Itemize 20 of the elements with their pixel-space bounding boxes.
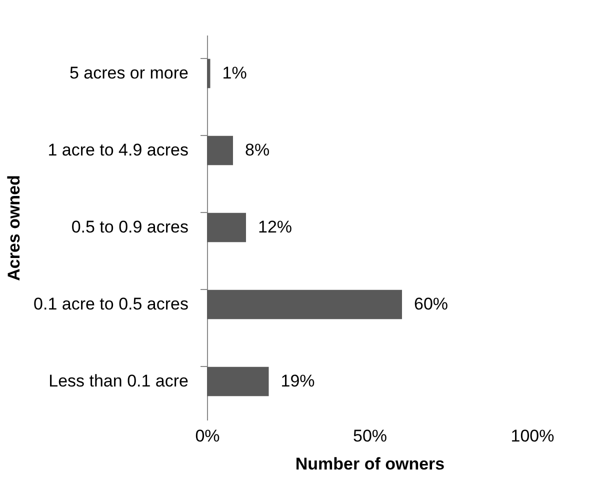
bar: [207, 136, 233, 166]
y-tick-label: 5 acres or more: [69, 64, 188, 82]
bar: [207, 366, 269, 396]
data-label: 12%: [258, 218, 292, 236]
y-tick-label: 1 acre to 4.9 acres: [48, 140, 188, 160]
data-label: 8%: [245, 140, 270, 160]
x-tick-label: 100%: [510, 426, 554, 446]
x-tick-label: 0%: [195, 426, 220, 446]
bar: [207, 290, 402, 320]
data-label: 19%: [280, 372, 315, 390]
bar: [207, 212, 246, 242]
bar: [207, 58, 210, 88]
x-tick-label: 50%: [352, 426, 388, 446]
y-axis-title: Acres owned: [4, 175, 24, 281]
y-tick-label: 0.5 to 0.9 acres: [71, 218, 188, 236]
y-tick-label: Less than 0.1 acre: [48, 372, 188, 390]
y-tick-label: 0.1 acre to 0.5 acres: [34, 294, 188, 314]
x-axis-title: Number of owners: [295, 454, 445, 474]
data-label: 1%: [222, 64, 247, 82]
data-label: 60%: [414, 294, 448, 314]
